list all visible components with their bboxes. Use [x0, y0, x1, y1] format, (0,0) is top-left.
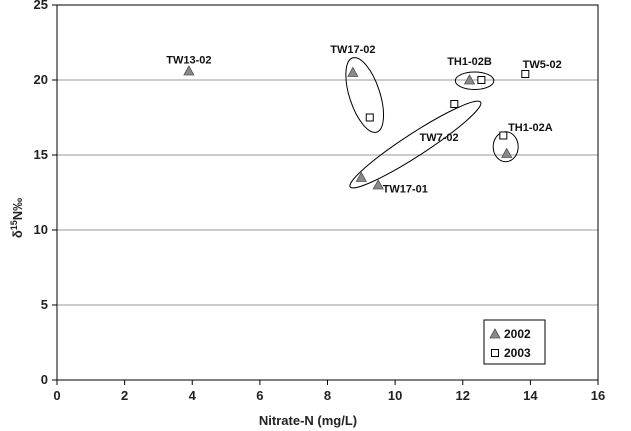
y-tick-label: 10	[34, 222, 48, 237]
legend-label: 2002	[504, 327, 531, 341]
y-axis-title: δ15N‰	[9, 198, 25, 238]
data-point-2002	[372, 179, 384, 190]
data-point-2003	[365, 113, 374, 122]
x-axis-ticks: 0 2 4 6 8 10 12 14 16	[53, 380, 605, 403]
legend: 2002 2003	[483, 319, 546, 365]
point-label: TW17-02	[330, 44, 375, 56]
legend-marker-2003	[491, 349, 499, 357]
grouping-ellipses	[345, 57, 519, 189]
point-label: TW7-02	[420, 132, 459, 144]
x-tick-label: 10	[388, 388, 402, 403]
x-tick-label: 4	[189, 388, 197, 403]
x-tick-label: 6	[256, 388, 263, 403]
point-label: TW5-02	[523, 59, 562, 71]
x-axis-title: Nitrate-N (mg/L)	[259, 413, 357, 428]
point-labels: TW13-02 TW17-02 TH1-02B TW5-02 TW7-02 TH1-02A…	[166, 44, 562, 196]
x-tick-label: 8	[324, 388, 331, 403]
legend-label: 2003	[504, 346, 531, 360]
x-tick-label: 2	[121, 388, 128, 403]
y-tick-label: 5	[41, 297, 48, 312]
x-tick-label: 0	[53, 388, 60, 403]
y-tick-label: 20	[34, 72, 48, 87]
point-label: TW17-01	[383, 184, 428, 196]
data-points	[183, 65, 530, 190]
x-tick-label: 16	[591, 388, 605, 403]
legend-items: 2002 2003	[489, 327, 531, 360]
data-point-2002	[355, 171, 367, 182]
y-tick-label: 0	[41, 372, 48, 387]
group-ellipse	[345, 57, 385, 133]
gridlines	[57, 79, 598, 306]
data-point-2003	[450, 100, 459, 108]
data-point-2002	[183, 65, 195, 76]
y-tick-label: 15	[34, 147, 48, 162]
group-ellipse	[454, 71, 495, 90]
legend-marker-2002	[489, 328, 501, 339]
point-label: TH1-02B	[447, 56, 492, 68]
data-point-2002	[347, 66, 359, 77]
data-point-2003	[477, 76, 486, 84]
point-label: TH1-02A	[508, 122, 553, 134]
x-tick-label: 12	[456, 388, 470, 403]
data-point-2003	[499, 131, 508, 140]
group-ellipse	[349, 100, 482, 189]
data-point-2003	[521, 70, 530, 78]
x-tick-label: 14	[523, 388, 538, 403]
y-tick-label: 25	[34, 0, 48, 12]
point-label: TW13-02	[166, 55, 211, 67]
y-axis-ticks: 0 5 10 15 20 25	[34, 0, 57, 387]
data-point-2002	[501, 147, 513, 158]
data-point-2002	[463, 74, 476, 85]
